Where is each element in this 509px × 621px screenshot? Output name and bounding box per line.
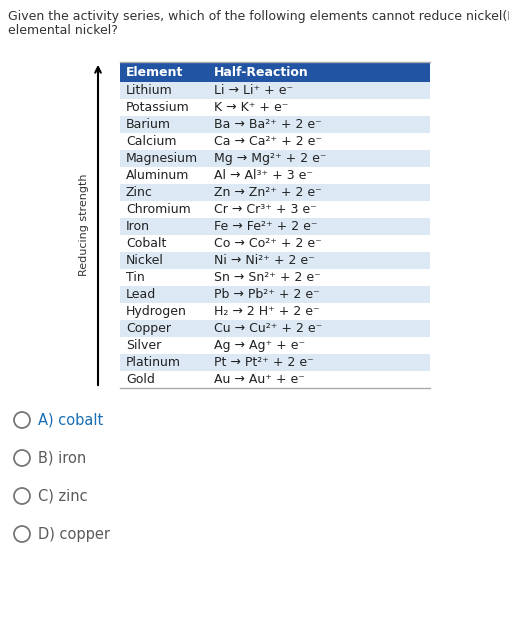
- Text: Ca → Ca²⁺ + 2 e⁻: Ca → Ca²⁺ + 2 e⁻: [214, 135, 322, 148]
- Text: Ni → Ni²⁺ + 2 e⁻: Ni → Ni²⁺ + 2 e⁻: [214, 254, 315, 267]
- Text: Li → Li⁺ + e⁻: Li → Li⁺ + e⁻: [214, 84, 293, 97]
- Text: Chromium: Chromium: [126, 203, 191, 216]
- Bar: [120, 371, 430, 388]
- Bar: [120, 354, 430, 371]
- Bar: [120, 303, 430, 320]
- Bar: [120, 133, 430, 150]
- Text: Fe → Fe²⁺ + 2 e⁻: Fe → Fe²⁺ + 2 e⁻: [214, 220, 318, 233]
- Text: Magnesium: Magnesium: [126, 152, 198, 165]
- Text: Al → Al³⁺ + 3 e⁻: Al → Al³⁺ + 3 e⁻: [214, 169, 313, 182]
- Bar: [120, 320, 430, 337]
- Bar: [120, 167, 430, 184]
- Bar: [120, 116, 430, 133]
- Bar: [120, 201, 430, 218]
- Text: Pt → Pt²⁺ + 2 e⁻: Pt → Pt²⁺ + 2 e⁻: [214, 356, 314, 369]
- Bar: [120, 99, 430, 116]
- Text: Iron: Iron: [126, 220, 150, 233]
- Bar: [120, 62, 430, 82]
- Text: Lithium: Lithium: [126, 84, 173, 97]
- Text: Mg → Mg²⁺ + 2 e⁻: Mg → Mg²⁺ + 2 e⁻: [214, 152, 326, 165]
- Text: A) cobalt: A) cobalt: [38, 412, 103, 427]
- Text: Cu → Cu²⁺ + 2 e⁻: Cu → Cu²⁺ + 2 e⁻: [214, 322, 322, 335]
- Text: elemental nickel?: elemental nickel?: [8, 24, 118, 37]
- Text: Potassium: Potassium: [126, 101, 190, 114]
- Text: Co → Co²⁺ + 2 e⁻: Co → Co²⁺ + 2 e⁻: [214, 237, 322, 250]
- Text: Reducing strength: Reducing strength: [79, 174, 89, 276]
- Text: Half-Reaction: Half-Reaction: [214, 65, 309, 78]
- Bar: [120, 150, 430, 167]
- Bar: [120, 269, 430, 286]
- Text: C) zinc: C) zinc: [38, 489, 88, 504]
- Bar: [120, 252, 430, 269]
- Text: D) copper: D) copper: [38, 527, 110, 542]
- Text: Platinum: Platinum: [126, 356, 181, 369]
- Text: Ag → Ag⁺ + e⁻: Ag → Ag⁺ + e⁻: [214, 339, 305, 352]
- Bar: [120, 235, 430, 252]
- Text: Lead: Lead: [126, 288, 156, 301]
- Text: Cr → Cr³⁺ + 3 e⁻: Cr → Cr³⁺ + 3 e⁻: [214, 203, 317, 216]
- Bar: [120, 218, 430, 235]
- Text: Aluminum: Aluminum: [126, 169, 189, 182]
- Bar: [120, 286, 430, 303]
- Text: B) iron: B) iron: [38, 450, 86, 466]
- Text: Au → Au⁺ + e⁻: Au → Au⁺ + e⁻: [214, 373, 305, 386]
- Text: Pb → Pb²⁺ + 2 e⁻: Pb → Pb²⁺ + 2 e⁻: [214, 288, 320, 301]
- Text: Copper: Copper: [126, 322, 171, 335]
- Text: Given the activity series, which of the following elements cannot reduce nickel(: Given the activity series, which of the …: [8, 10, 509, 23]
- Text: Cobalt: Cobalt: [126, 237, 166, 250]
- Text: Sn → Sn²⁺ + 2 e⁻: Sn → Sn²⁺ + 2 e⁻: [214, 271, 321, 284]
- Text: K → K⁺ + e⁻: K → K⁺ + e⁻: [214, 101, 289, 114]
- Text: Zn → Zn²⁺ + 2 e⁻: Zn → Zn²⁺ + 2 e⁻: [214, 186, 322, 199]
- Bar: [120, 184, 430, 201]
- Bar: [120, 337, 430, 354]
- Text: Element: Element: [126, 65, 183, 78]
- Text: H₂ → 2 H⁺ + 2 e⁻: H₂ → 2 H⁺ + 2 e⁻: [214, 305, 320, 318]
- Text: Gold: Gold: [126, 373, 155, 386]
- Text: Silver: Silver: [126, 339, 161, 352]
- Text: Barium: Barium: [126, 118, 171, 131]
- Text: Tin: Tin: [126, 271, 145, 284]
- Text: Zinc: Zinc: [126, 186, 153, 199]
- Bar: [120, 82, 430, 99]
- Text: Calcium: Calcium: [126, 135, 177, 148]
- Text: Nickel: Nickel: [126, 254, 164, 267]
- Text: Ba → Ba²⁺ + 2 e⁻: Ba → Ba²⁺ + 2 e⁻: [214, 118, 322, 131]
- Text: Hydrogen: Hydrogen: [126, 305, 187, 318]
